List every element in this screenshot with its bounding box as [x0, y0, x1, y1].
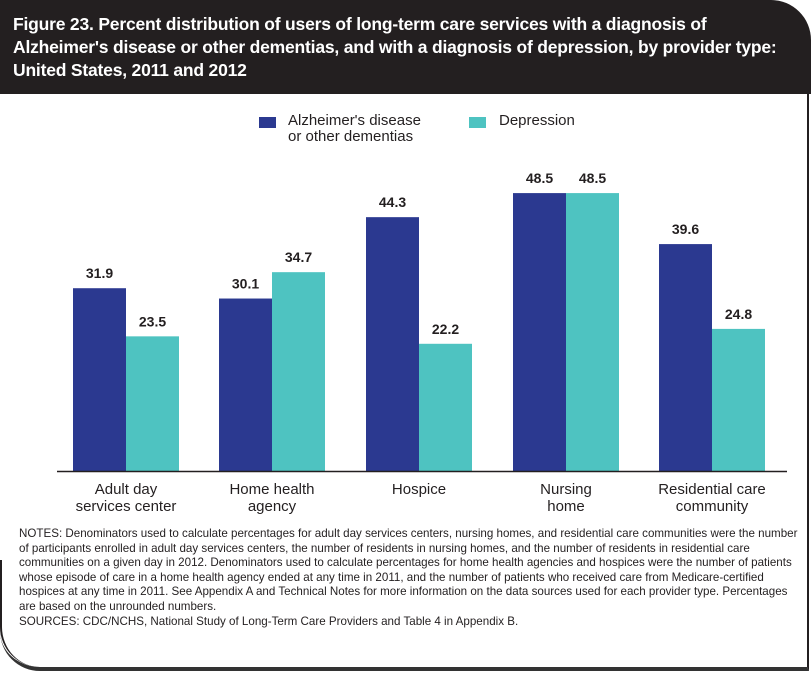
- notes-block: NOTES: Denominators used to calculate pe…: [19, 527, 799, 629]
- legend-swatch: [469, 117, 486, 128]
- legend-item-depression: Depression: [469, 113, 575, 129]
- bar: [73, 288, 126, 471]
- data-label: 34.7: [285, 249, 312, 265]
- data-label: 22.2: [432, 321, 459, 337]
- data-label: 23.5: [139, 313, 166, 329]
- legend-item-alzheimers: Alzheimer's disease or other dementias: [259, 113, 421, 145]
- data-label: 44.3: [379, 194, 406, 210]
- data-label: 30.1: [232, 276, 259, 292]
- data-label: 31.9: [86, 265, 113, 281]
- title-bar: Figure 23. Percent distribution of users…: [0, 0, 811, 94]
- legend-label: Depression: [499, 112, 575, 129]
- data-label: 48.5: [526, 170, 553, 186]
- bar: [712, 328, 765, 471]
- data-label: 39.6: [672, 221, 699, 237]
- category-label: agency: [248, 498, 297, 515]
- legend-label: Alzheimer's disease: [288, 112, 421, 129]
- bar: [513, 193, 566, 471]
- legend-label: or other dementias: [288, 128, 414, 145]
- category-label: community: [676, 498, 749, 515]
- bar: [566, 193, 619, 471]
- category-label: Home health: [229, 481, 314, 498]
- category-label: Nursing: [540, 481, 592, 498]
- bar-chart: 31.9 30.1 44.3 48.5 39.6 23.5 34.7 22.2 48.5 24.8…: [57, 170, 787, 515]
- chart-title: Figure 23. Percent distribution of users…: [13, 14, 777, 80]
- data-label: 48.5: [579, 170, 606, 186]
- category-label: services center: [76, 498, 177, 515]
- sources-text: SOURCES: CDC/NCHS, National Study of Lon…: [19, 614, 519, 628]
- category-label: Residential care: [658, 481, 766, 498]
- category-label: Adult day: [95, 481, 158, 498]
- category-label: Hospice: [392, 481, 446, 498]
- bar: [366, 217, 419, 471]
- bar: [272, 272, 325, 471]
- category-label: home: [547, 498, 585, 515]
- bar: [419, 343, 472, 471]
- bar: [219, 298, 272, 471]
- legend-swatch: [259, 117, 276, 128]
- bar: [126, 336, 179, 471]
- data-label: 24.8: [725, 306, 752, 322]
- bar: [659, 244, 712, 471]
- notes-text: NOTES: Denominators used to calculate pe…: [19, 527, 798, 613]
